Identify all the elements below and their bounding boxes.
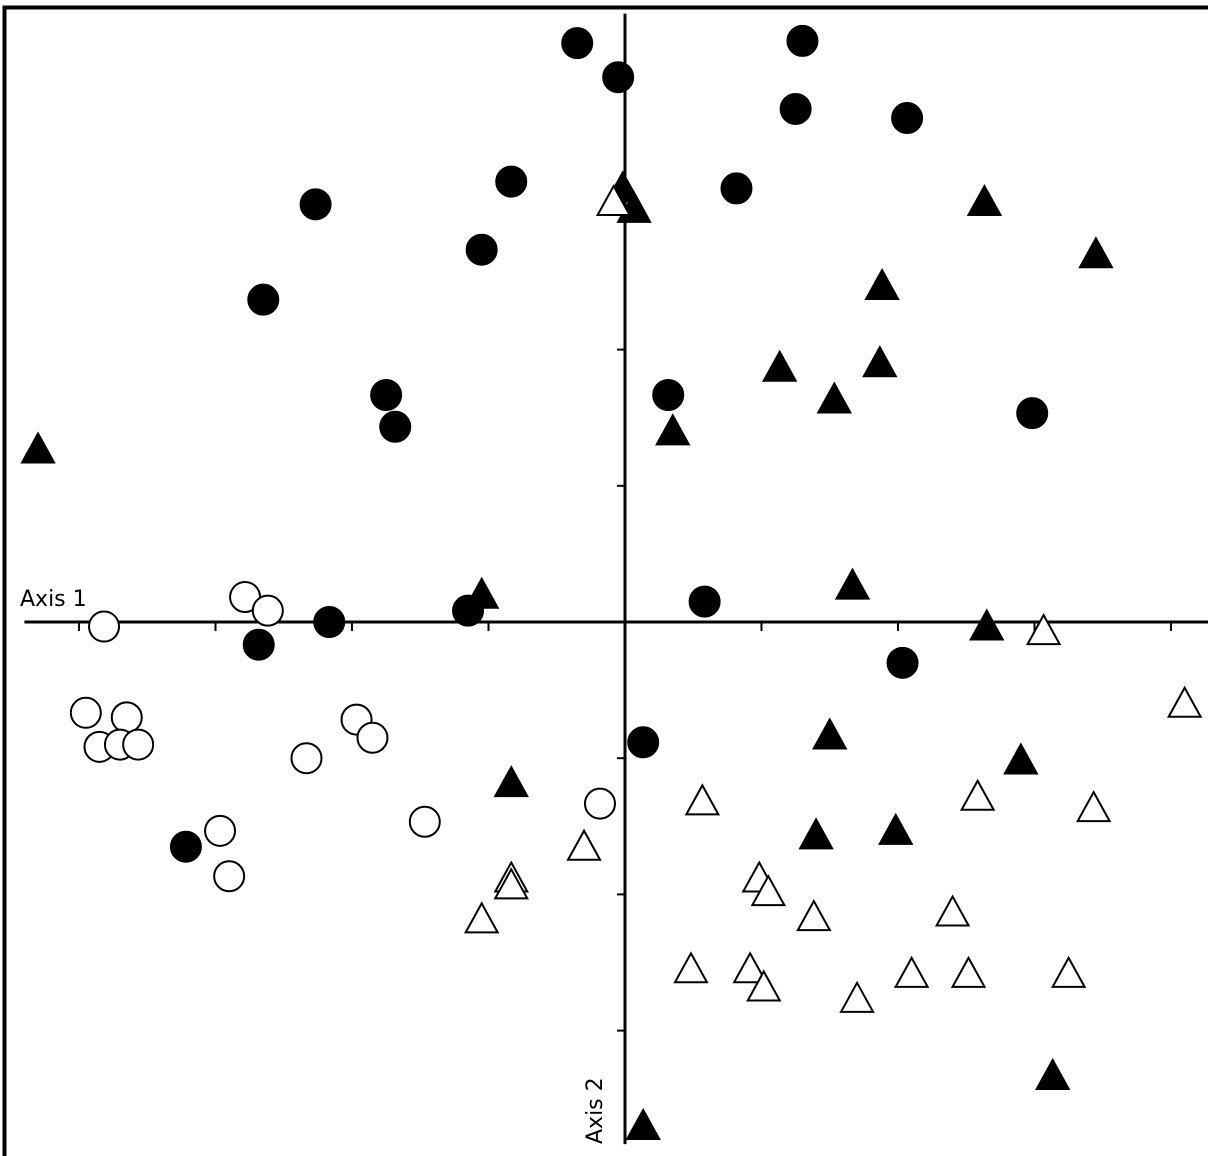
open-triangle-point [839, 980, 875, 1013]
open-triangle-point [1025, 613, 1062, 646]
open-triangle-point [934, 894, 971, 927]
open-circle-point [88, 610, 121, 643]
filled-triangle-point [493, 765, 529, 798]
open-triangle-point [1050, 955, 1087, 988]
open-triangle-point [684, 783, 721, 816]
open-triangle-point [746, 969, 782, 1002]
filled-circle-point [370, 379, 403, 411]
filled-circle-point [627, 726, 660, 759]
filled-triangle-point [878, 812, 914, 845]
filled-triangle-point [816, 381, 852, 414]
open-triangle-point [959, 778, 996, 811]
open-triangle-point [1075, 790, 1112, 823]
filled-circle-point [1016, 397, 1049, 430]
open-circle-point [110, 701, 143, 734]
x-axis-label: Axis 1 [20, 587, 87, 612]
filled-triangle-point [812, 717, 848, 750]
filled-triangle-point [966, 183, 1003, 217]
filled-circle-point [247, 283, 280, 316]
filled-triangle-point [862, 345, 898, 378]
open-circle-point [356, 721, 389, 754]
filled-circle-point [379, 410, 412, 443]
filled-circle-point [779, 92, 812, 125]
open-circle-point [204, 814, 237, 847]
open-circle-point [583, 787, 616, 820]
open-triangle-point [1166, 685, 1203, 718]
open-triangle-point [950, 955, 987, 988]
filled-circle-point [886, 646, 919, 679]
data-points [20, 24, 1203, 1140]
filled-triangle-point [1003, 742, 1039, 775]
open-circle-point [122, 728, 155, 761]
plot-frame [2, 5, 1208, 1156]
open-circle-point [290, 742, 323, 775]
open-triangle-point [796, 899, 832, 932]
open-circle-point [213, 860, 246, 893]
filled-circle-point [313, 606, 346, 638]
filled-triangle-point [834, 567, 871, 600]
filled-triangle-point [762, 349, 798, 382]
filled-circle-point [561, 27, 594, 60]
filled-circle-point [299, 188, 332, 221]
open-triangle-point [893, 955, 930, 988]
filled-circle-point [602, 61, 635, 94]
filled-triangle-point [463, 576, 500, 609]
filled-circle-point [465, 233, 498, 266]
filled-triangle-point [969, 608, 1005, 641]
filled-triangle-point [625, 1107, 661, 1140]
filled-circle-point [786, 24, 819, 57]
open-triangle-point [595, 183, 632, 217]
open-triangle-point [732, 951, 768, 984]
filled-circle-point [688, 585, 721, 618]
filled-triangle-point [798, 817, 834, 850]
open-triangle-point [673, 951, 709, 984]
open-circle-point [69, 696, 102, 729]
filled-circle-point [891, 102, 924, 135]
filled-circle-point [720, 172, 753, 205]
y-axis-label: Axis 2 [583, 1077, 608, 1144]
filled-triangle-point [1078, 236, 1114, 269]
open-triangle-point [493, 867, 529, 900]
open-triangle-point [566, 828, 602, 861]
open-circle-point [408, 805, 441, 838]
open-triangle-point [463, 901, 500, 934]
open-circle-point [251, 594, 284, 627]
filled-triangle-point [20, 431, 56, 464]
filled-triangle-point [864, 267, 900, 301]
filled-circle-point [169, 830, 202, 863]
filled-circle-point [652, 379, 685, 411]
open-triangle-point [750, 874, 787, 907]
filled-triangle-point [655, 413, 691, 446]
filled-circle-point [242, 628, 275, 661]
filled-triangle-point [1035, 1057, 1071, 1090]
filled-circle-point [495, 165, 528, 198]
